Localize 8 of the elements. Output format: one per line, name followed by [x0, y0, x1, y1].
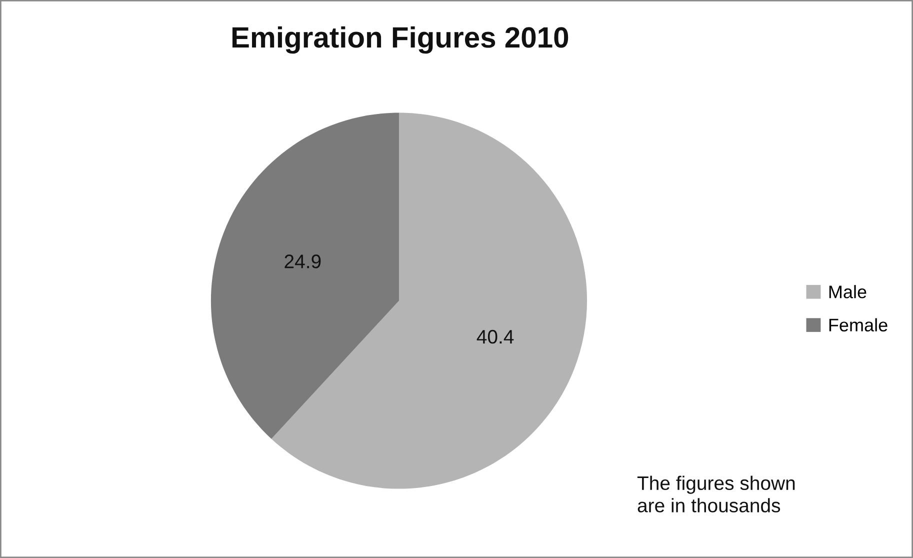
legend-label: Female — [829, 318, 888, 332]
pie-slice — [210, 112, 399, 439]
data-label: 24.9 — [284, 254, 321, 268]
chart-title: Emigration Figures 2010 — [232, 26, 568, 54]
pie-slice — [271, 112, 588, 489]
text: The figures shown are in thousands — [637, 476, 795, 512]
legend-label: Male — [829, 285, 866, 298]
data-label: 40.4 — [476, 330, 514, 344]
